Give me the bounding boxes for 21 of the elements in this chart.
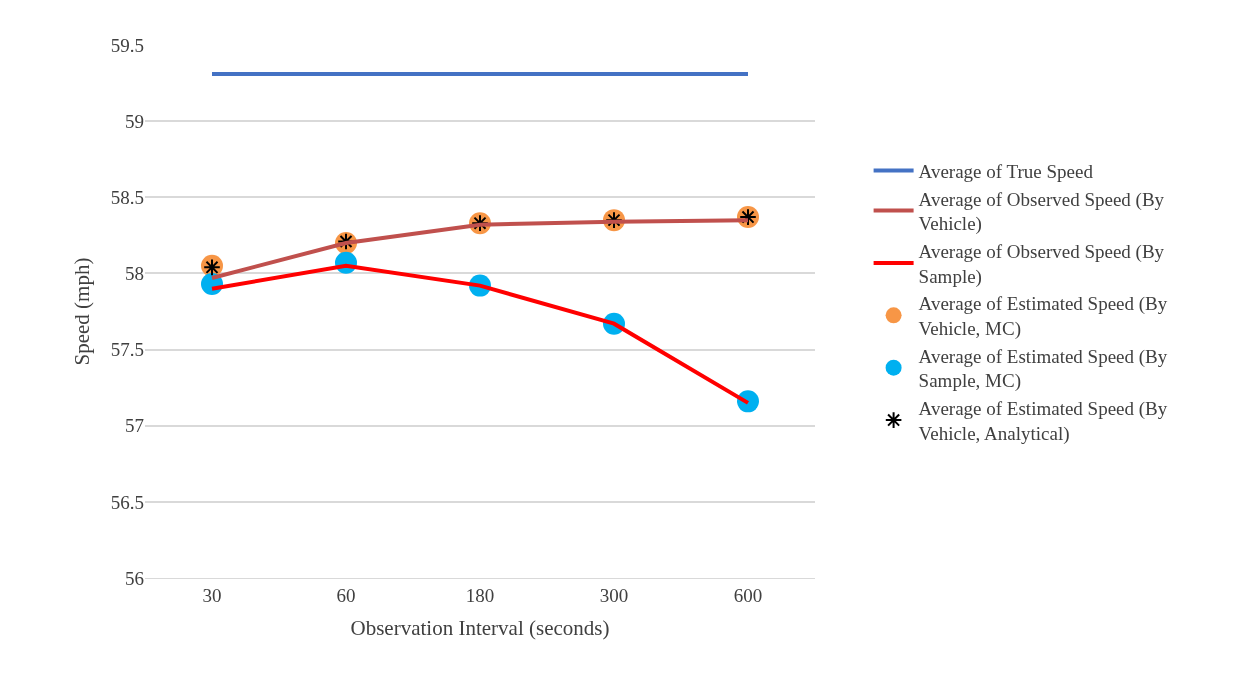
x-axis-title: Observation Interval (seconds) bbox=[350, 616, 610, 640]
y-tick-label: 56.5 bbox=[110, 491, 144, 513]
x-tick-label: 30 bbox=[202, 584, 222, 606]
x-tick-label: 300 bbox=[599, 584, 629, 606]
x-tick-label: 180 bbox=[465, 584, 495, 606]
x-tick-label: 600 bbox=[733, 584, 763, 606]
y-tick-label: 59.5 bbox=[110, 34, 144, 56]
y-tick-label: 56 bbox=[125, 567, 144, 589]
legend-label: Average of Observed Speed (By Sample) bbox=[918, 240, 1165, 288]
legend-label: Average of Observed Speed (By Vehicle) bbox=[918, 188, 1165, 236]
y-tick-label: 57 bbox=[125, 415, 144, 437]
y-tick-label: 58 bbox=[125, 263, 144, 285]
legend-label: Average of Estimated Speed (By Vehicle, MC) bbox=[918, 293, 1168, 341]
legend-label: Average of True Speed bbox=[918, 160, 1094, 182]
y-tick-label: 59 bbox=[125, 110, 144, 132]
legend-label: Average of Estimated Speed (By Sample, MC) bbox=[918, 345, 1168, 393]
y-tick-label: 57.5 bbox=[110, 339, 144, 361]
y-axis-title: Speed (mph) bbox=[69, 257, 94, 366]
y-tick-label: 58.5 bbox=[110, 186, 144, 208]
legend-label: Average of Estimated Speed (By Vehicle, Analytical) bbox=[918, 398, 1168, 445]
x-tick-label: 60 bbox=[336, 584, 356, 606]
